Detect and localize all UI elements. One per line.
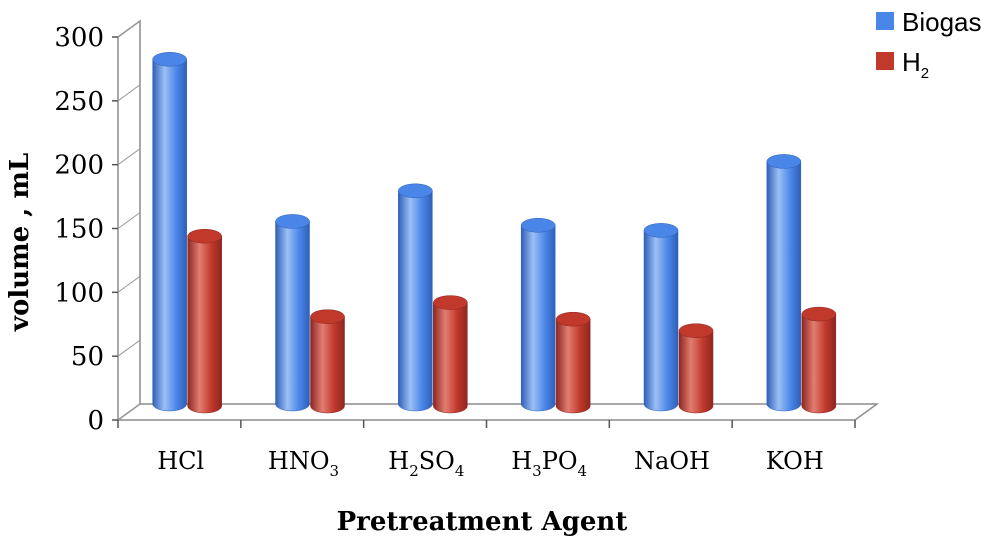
chart-frame — [115, 19, 880, 421]
bar-h2-naoh — [678, 323, 714, 414]
bar-h2-hno3 — [310, 309, 345, 414]
y-tick-label: 100 — [54, 278, 104, 308]
bar-biogas-koh — [766, 154, 802, 412]
legend: Biogas H2 — [876, 7, 982, 82]
bar-group-hcl — [152, 52, 222, 414]
y-axis: 0 50 100 150 200 250 300 — [54, 20, 141, 436]
x-tick-label-hcl: HCl — [157, 447, 204, 475]
y-tick-depth — [117, 275, 141, 293]
bar-h2-h3po4 — [555, 311, 591, 414]
bar-group-h3po4 — [520, 218, 591, 414]
y-tick-depth — [117, 84, 141, 102]
bar-h2-hcl — [187, 228, 222, 414]
x-tick-label-h3po4: H3PO4 — [511, 447, 587, 480]
bar-group-naoh — [643, 223, 714, 414]
legend-item-biogas: Biogas — [876, 7, 982, 37]
x-tick-label-koh: KOH — [766, 447, 824, 475]
bar-h2-h2so4 — [433, 295, 468, 414]
legend-label: Biogas — [902, 7, 982, 37]
y-axis-title: volume , mL — [5, 153, 35, 332]
legend-item-h2: H2 — [876, 47, 929, 82]
y-tick-depth — [117, 339, 141, 357]
bar-biogas-hcl — [152, 52, 187, 412]
y-tick-depth — [117, 212, 141, 229]
back-wall-edge — [117, 19, 141, 404]
bar-group-h2so4 — [398, 183, 468, 414]
y-tick-depth — [117, 403, 141, 421]
y-tick-label: 50 — [71, 342, 104, 372]
legend-label: H2 — [902, 47, 929, 82]
y-tick-label: 300 — [54, 23, 104, 53]
legend-swatch — [876, 52, 894, 70]
bar-biogas-h3po4 — [520, 218, 556, 412]
bar-group-koh — [766, 154, 837, 414]
x-axis-title: Pretreatment Agent — [337, 507, 628, 537]
legend-swatch — [876, 12, 894, 30]
bar-biogas-hno3 — [275, 214, 310, 412]
y-tick-depth — [117, 148, 141, 166]
y-tick-label: 0 — [87, 406, 104, 436]
floor — [115, 403, 880, 421]
x-axis: HCl HNO3 H2SO4 H3PO4 NaOH KOH — [117, 420, 856, 480]
bar-h2-koh — [801, 306, 837, 414]
y-tick-depth — [117, 20, 141, 38]
x-tick-label-hno3: HNO3 — [268, 447, 339, 480]
y-tick-label: 150 — [54, 215, 104, 245]
y-tick-label: 200 — [54, 151, 104, 181]
bar-biogas-h2so4 — [398, 183, 433, 412]
bars — [152, 52, 837, 414]
y-tick-label: 250 — [54, 87, 104, 117]
bar-biogas-naoh — [643, 223, 679, 412]
bar-group-hno3 — [275, 214, 345, 414]
x-tick-label-naoh: NaOH — [634, 447, 710, 475]
x-tick-label-h2so4: H2SO4 — [388, 447, 464, 480]
